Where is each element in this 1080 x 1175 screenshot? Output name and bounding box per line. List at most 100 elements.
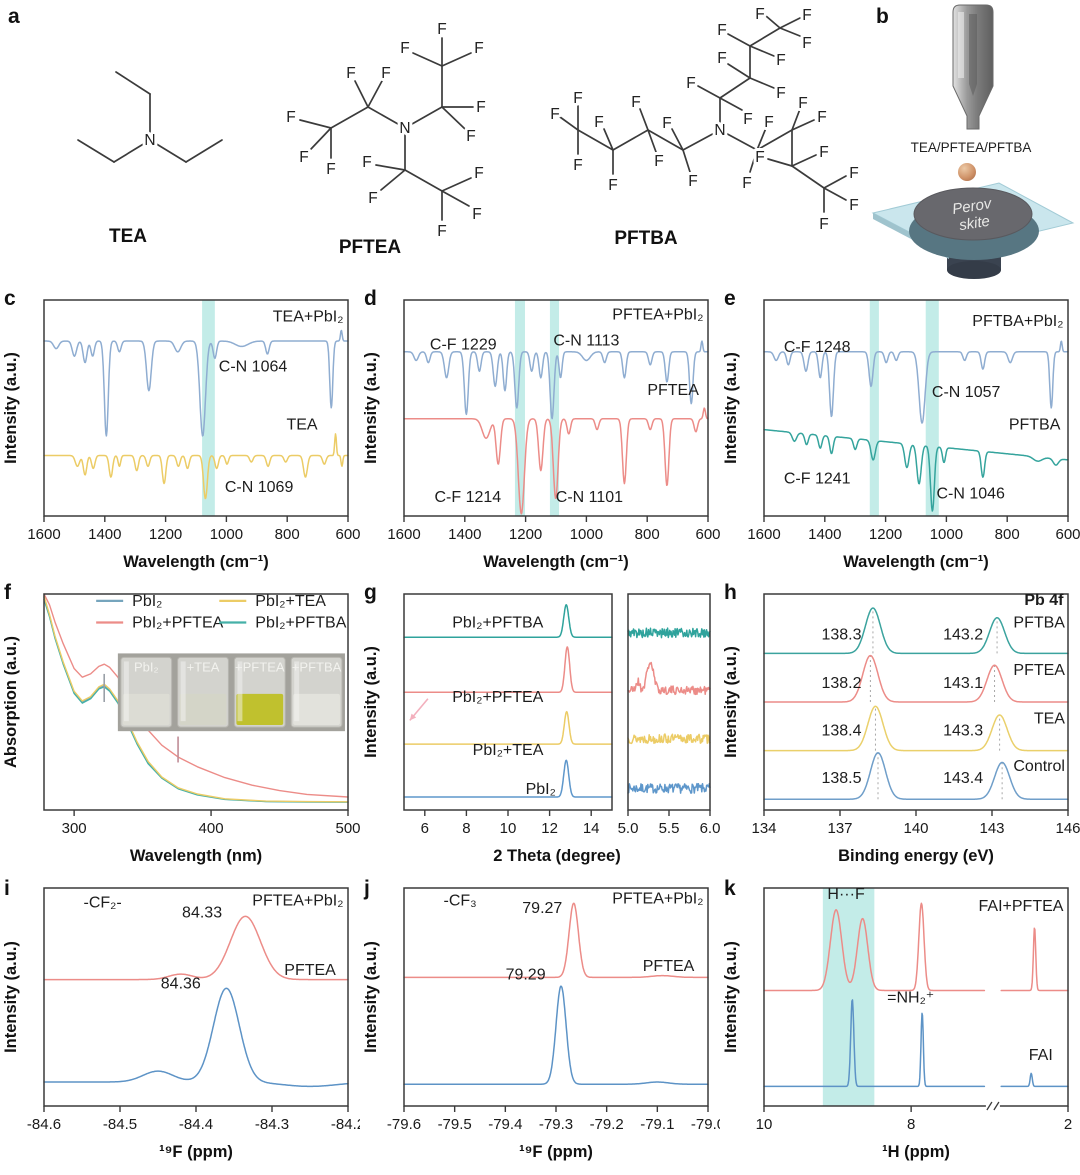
svg-text:F: F [472,206,481,223]
svg-text:N: N [399,120,410,137]
svg-text:800: 800 [635,526,660,543]
droplet-icon [958,163,976,181]
chart-svg-g: 6 8 10 12 14 2 Theta (degree) Intensity (a.u.)… [362,593,621,865]
svg-text:F: F [437,21,446,38]
svg-text:5.0: 5.0 [618,820,639,837]
svg-text:143.3: 143.3 [943,722,983,739]
svg-text:1600: 1600 [747,526,780,543]
svg-text:PbI₂: PbI₂ [526,781,556,798]
panel-label-h: h [724,581,737,604]
svg-text:skite: skite [958,213,991,235]
svg-text:Binding energy (eV): Binding energy (eV) [838,847,994,865]
svg-text:TEA: TEA [286,417,317,434]
svg-text:F: F [755,6,764,23]
chart-svg-d: 1600 1400 1200 1000 800 600 Wavelength (cm⁻¹) I… [362,299,720,571]
svg-text:F: F [573,90,582,107]
svg-text:¹⁹F (ppm): ¹⁹F (ppm) [159,1143,233,1161]
svg-text:10: 10 [500,820,517,837]
svg-text:F: F [686,75,695,92]
svg-text:PFTEA: PFTEA [647,382,699,399]
svg-text:-79.3: -79.3 [539,1116,573,1133]
svg-text:140: 140 [903,820,928,837]
svg-text:F: F [742,175,751,192]
molecule-pftba: N F F F F F F F F F F F F F F F F F F F F F F F F F F F PFTBA [548,2,874,274]
svg-text:PbI₂+TEA: PbI₂+TEA [255,593,326,610]
svg-text:F: F [817,109,826,126]
panel-label-k: k [724,877,736,900]
svg-text:-84.5: -84.5 [103,1116,137,1133]
svg-text:PbI₂: PbI₂ [132,593,162,610]
svg-text:F: F [755,149,764,166]
svg-text:143.2: 143.2 [943,626,983,643]
svg-text:F: F [437,223,446,240]
chart-absorption: PbI₂ +TEA +PFTEA +PFTBA 300 400 500 Wavelength … [0,582,360,874]
svg-text:TEA+PbI₂: TEA+PbI₂ [273,309,344,326]
svg-text:F: F [474,165,483,182]
svg-text:Intensity (a.u.): Intensity (a.u.) [362,646,380,758]
svg-text:134: 134 [751,820,776,837]
svg-text:Wavelength (cm⁻¹): Wavelength (cm⁻¹) [483,553,629,571]
svg-text:600: 600 [695,526,720,543]
molecule-svg-tea: N TEA [77,71,223,247]
svg-text:PFTEA+PbI₂: PFTEA+PbI₂ [612,306,703,323]
svg-text:1200: 1200 [869,526,902,543]
panel-label-j: j [364,877,370,900]
svg-text:F: F [849,165,858,182]
svg-text:Control: Control [1013,758,1065,775]
svg-text:F: F [326,161,335,178]
svg-text:-84.6: -84.6 [27,1116,61,1133]
panel-label-e: e [724,287,736,310]
svg-text:F: F [802,35,811,52]
svg-text:12: 12 [541,820,558,837]
chart-ftir-tea: 1600 1400 1200 1000 800 600 Wavelength (cm⁻¹) I… [0,288,360,580]
chart-svg-h: 134 137 140 143 146 Binding energy (eV) Intens… [722,592,1080,865]
svg-text:143.4: 143.4 [943,770,983,787]
svg-text:F: F [286,109,295,126]
svg-text:F: F [368,190,377,207]
svg-text:F: F [400,40,409,57]
svg-text:N: N [144,132,155,149]
svg-text:79.29: 79.29 [506,967,546,984]
panel-label-f: f [4,581,11,604]
svg-text:79.27: 79.27 [522,900,562,917]
svg-text:=NH₂⁺: =NH₂⁺ [887,989,934,1006]
svg-text:TEA: TEA [1034,711,1065,728]
svg-text:PFTEA: PFTEA [284,962,336,979]
svg-text:1400: 1400 [448,526,481,543]
svg-text:1000: 1000 [210,526,243,543]
svg-text:Intensity (a.u.): Intensity (a.u.) [362,352,380,464]
svg-text:Wavelength (cm⁻¹): Wavelength (cm⁻¹) [123,553,269,571]
svg-text:138.5: 138.5 [821,770,861,787]
svg-text:-79.4: -79.4 [488,1116,522,1133]
svg-text:F: F [362,154,371,171]
svg-text:600: 600 [1055,526,1080,543]
svg-text:C-F 1248: C-F 1248 [784,339,851,356]
svg-text:C-F 1241: C-F 1241 [784,471,851,488]
svg-text:PFTBA: PFTBA [1009,417,1061,434]
svg-text:-84.2: -84.2 [331,1116,360,1133]
svg-text:F: F [662,115,671,132]
panel-label-g: g [364,581,377,604]
svg-text:F: F [466,128,475,145]
chart-svg-g: 5.0 5.5 6.0 [618,593,720,837]
svg-text:6: 6 [421,820,429,837]
svg-text:F: F [802,7,811,24]
svg-text:Pb 4f: Pb 4f [1024,592,1064,609]
panel-b-illustration: Perov skite TEA/PFTEA/PFTBA [865,0,1080,283]
svg-text:PbI₂: PbI₂ [134,659,159,674]
svg-text:Intensity (a.u.): Intensity (a.u.) [2,941,20,1053]
svg-text:F: F [573,157,582,174]
svg-text:1200: 1200 [149,526,182,543]
chart-ftir-pftea: 1600 1400 1200 1000 800 600 Wavelength (cm⁻¹) I… [360,288,720,580]
svg-text:Intensity (a.u.): Intensity (a.u.) [722,941,740,1053]
svg-text:F: F [654,153,663,170]
svg-text:146: 146 [1055,820,1080,837]
svg-text:PFTEA+PbI₂: PFTEA+PbI₂ [252,892,343,909]
svg-text:F: F [299,149,308,166]
svg-text:F: F [743,111,752,128]
svg-text:¹H (ppm): ¹H (ppm) [882,1143,950,1161]
panel-label-a: a [8,5,20,28]
svg-text:F: F [608,177,617,194]
